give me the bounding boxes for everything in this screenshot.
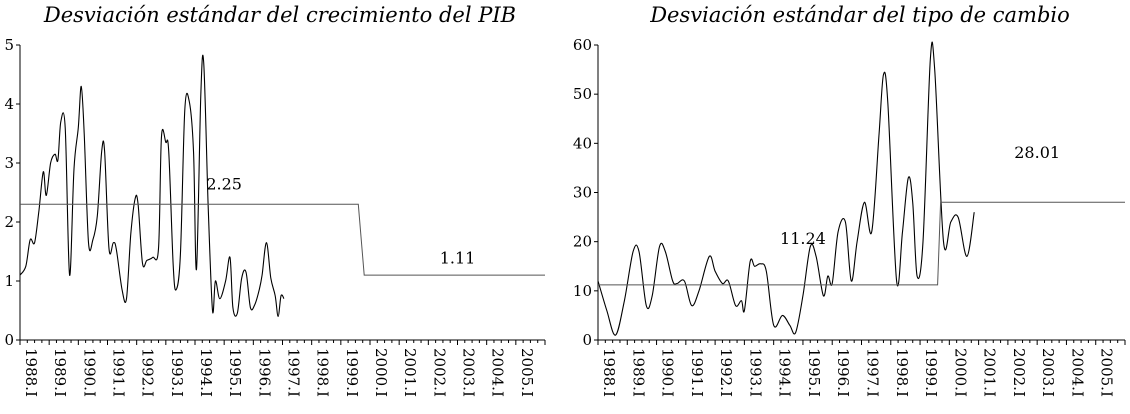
mean-line <box>20 203 545 276</box>
annotations-exchange: 11.24 28.01 <box>780 143 1060 248</box>
chart-title-gdp: Desviación estándar del crecimiento del … <box>43 3 516 27</box>
y-tick-label: 3 <box>4 154 14 172</box>
x-tick-label: 1998.I <box>314 348 332 397</box>
x-tick-label: 2004.I <box>489 348 507 397</box>
mean-value-label: 28.01 <box>1014 143 1060 162</box>
x-tick-label: 1991.I <box>688 348 706 397</box>
y-tick-label: 0 <box>4 331 14 349</box>
x-tick-label: 1999.I <box>922 348 940 397</box>
x-tick-label: 1991.I <box>110 348 128 397</box>
x-tick-label: 1990.I <box>80 348 98 397</box>
x-tick-label: 1994.I <box>776 348 794 397</box>
annotations-gdp: 2.25 1.11 <box>206 175 475 268</box>
x-tick-label: 2002.I <box>430 348 448 397</box>
y-tick-label: 1 <box>4 272 14 290</box>
x-tick-label: 1998.I <box>893 348 911 397</box>
y-tick-label: 60 <box>573 36 592 54</box>
x-tick-label: 1988.I <box>600 348 618 397</box>
mean-value-label: 2.25 <box>206 175 242 194</box>
panel-gdp-growth-std: Desviación estándar del crecimiento del … <box>4 3 546 397</box>
x-tick-label: 2004.I <box>1068 348 1086 397</box>
x-tick-label: 1994.I <box>197 348 215 397</box>
y-tick-label: 2 <box>4 213 14 231</box>
x-tick-label: 2003.I <box>460 348 478 397</box>
mean-value-label: 1.11 <box>440 248 476 267</box>
x-tick-label: 1992.I <box>717 348 735 397</box>
chart-title-exchange: Desviación estándar del tipo de cambio <box>649 3 1070 27</box>
x-tick-label: 2000.I <box>951 348 969 397</box>
x-tick-label: 2001.I <box>981 348 999 397</box>
x-tick-label: 1995.I <box>226 348 244 397</box>
y-tick-label: 5 <box>4 36 14 54</box>
x-tick-label: 1992.I <box>139 348 157 397</box>
x-tick-label: 2002.I <box>1010 348 1028 397</box>
x-tick-label: 2005.I <box>1098 348 1116 397</box>
x-ticks-exchange: 1988.I 1989.I 1990.I 1991.I 1992.I 1993.I 1994… <box>597 340 1126 397</box>
std-series-line <box>19 54 285 317</box>
series-gdp <box>19 54 545 317</box>
y-ticks-exchange: 0 10 20 30 40 50 60 <box>573 36 598 349</box>
y-tick-label: 30 <box>573 184 592 202</box>
x-tick-label: 1989.I <box>51 348 69 397</box>
x-ticks-gdp: 1988.I 1989.I 1990.I 1991.I 1992.I 1993.I 1994… <box>19 340 546 397</box>
x-tick-label: 1990.I <box>659 348 677 397</box>
x-tick-label: 1993.I <box>746 348 764 397</box>
y-tick-label: 10 <box>573 282 592 300</box>
x-tick-label: 1993.I <box>168 348 186 397</box>
x-tick-label: 2005.I <box>518 348 536 397</box>
x-tick-label: 1996.I <box>834 348 852 397</box>
y-ticks-gdp: 0 1 2 3 4 5 <box>4 36 20 349</box>
x-tick-label: 1997.I <box>864 348 882 397</box>
x-tick-label: 1996.I <box>255 348 273 397</box>
panel-exchange-rate-std: Desviación estándar del tipo de cambio 0… <box>573 3 1126 397</box>
x-tick-label: 1988.I <box>22 348 40 397</box>
x-tick-label: 1995.I <box>805 348 823 397</box>
mean-line <box>598 201 1125 286</box>
x-tick-label: 2000.I <box>372 348 390 397</box>
series-exchange <box>597 41 1125 336</box>
x-tick-label: 2003.I <box>1039 348 1057 397</box>
y-tick-label: 40 <box>573 134 592 152</box>
y-tick-label: 0 <box>582 331 592 349</box>
mean-value-label: 11.24 <box>780 229 826 248</box>
x-tick-label: 1999.I <box>343 348 361 397</box>
x-tick-label: 2001.I <box>401 348 419 397</box>
std-series-line <box>597 41 975 336</box>
x-tick-label: 1989.I <box>629 348 647 397</box>
x-tick-label: 1997.I <box>285 348 303 397</box>
y-tick-label: 50 <box>573 85 592 103</box>
y-tick-label: 20 <box>573 233 592 251</box>
y-tick-label: 4 <box>4 95 14 113</box>
